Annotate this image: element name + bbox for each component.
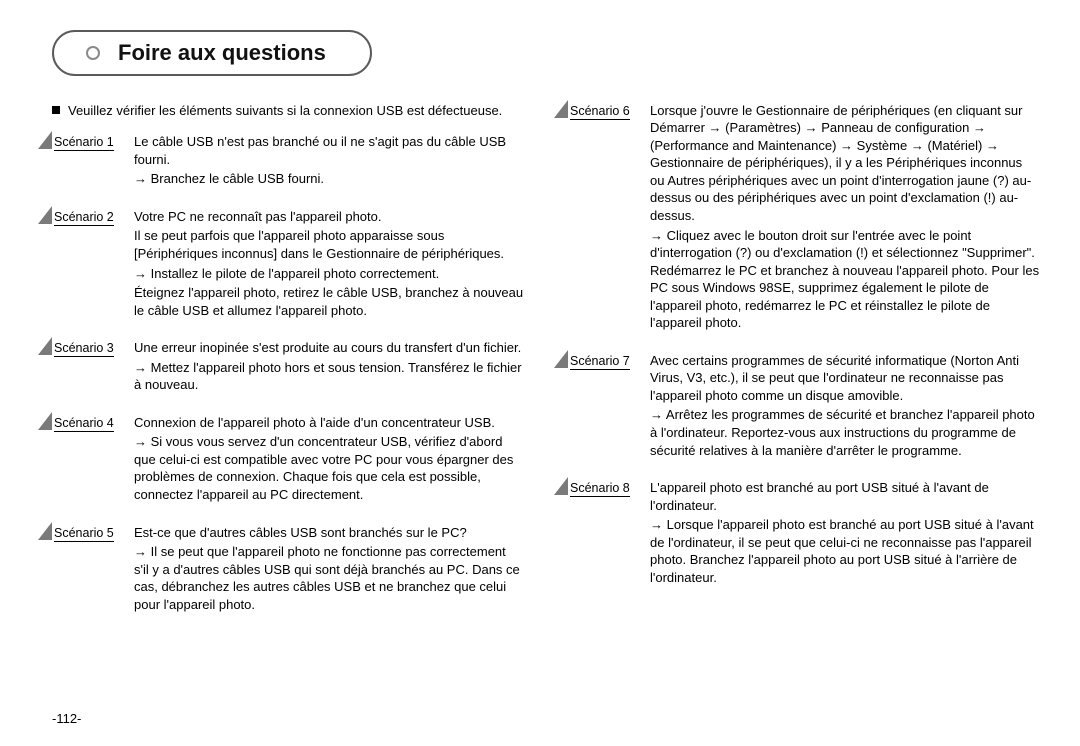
scenario-label: Scénario 8 <box>568 479 642 497</box>
scenario-line: Connexion de l'appareil photo à l'aide d… <box>134 414 524 432</box>
scenario-line: L'appareil photo est branché au port USB… <box>650 479 1040 514</box>
page-number: -112- <box>52 710 81 728</box>
scenario-line: Le câble USB n'est pas branché ou il ne … <box>134 133 524 168</box>
scenario-body: L'appareil photo est branché au port USB… <box>650 479 1040 588</box>
content-columns: Veuillez vérifier les éléments suivants … <box>52 102 1040 634</box>
scenario-label: Scénario 6 <box>568 102 642 120</box>
scenario-block: Scénario 7 Avec certains programmes de s… <box>568 352 1040 461</box>
scenario-block: Scénario 6 Lorsque j'ouvre le Gestionnai… <box>568 102 1040 334</box>
triangle-icon <box>554 477 568 495</box>
scenario-block: Scénario 1 Le câble USB n'est pas branch… <box>52 133 524 190</box>
page-title: Foire aux questions <box>118 40 326 65</box>
scenario-block: Scénario 8 L'appareil photo est branché … <box>568 479 1040 588</box>
scenario-label: Scénario 3 <box>52 339 126 357</box>
scenario-line: → Cliquez avec le bouton droit sur l'ent… <box>650 227 1040 332</box>
scenario-label: Scénario 5 <box>52 524 126 542</box>
scenario-line: → Arrêtez les programmes de sécurité et … <box>650 406 1040 459</box>
square-bullet-icon <box>52 106 60 114</box>
header-bullet-icon <box>86 46 100 60</box>
scenario-line: Lorsque j'ouvre le Gestionnaire de périp… <box>650 102 1040 225</box>
scenario-line: → Branchez le câble USB fourni. <box>134 170 524 188</box>
scenario-block: Scénario 4 Connexion de l'appareil photo… <box>52 414 524 506</box>
scenario-body: Est-ce que d'autres câbles USB sont bran… <box>134 524 524 616</box>
scenario-label: Scénario 1 <box>52 133 126 151</box>
scenario-line: Est-ce que d'autres câbles USB sont bran… <box>134 524 524 542</box>
scenario-line: → Installez le pilote de l'appareil phot… <box>134 265 524 283</box>
document-page: Foire aux questions Veuillez vérifier le… <box>0 0 1080 746</box>
scenario-block: Scénario 5 Est-ce que d'autres câbles US… <box>52 524 524 616</box>
right-column: Scénario 6 Lorsque j'ouvre le Gestionnai… <box>568 102 1040 634</box>
scenario-label: Scénario 4 <box>52 414 126 432</box>
scenario-block: Scénario 3 Une erreur inopinée s'est pro… <box>52 339 524 396</box>
scenario-line: Éteignez l'appareil photo, retirez le câ… <box>134 284 524 319</box>
scenario-body: Avec certains programmes de sécurité inf… <box>650 352 1040 461</box>
triangle-icon <box>38 412 52 430</box>
scenario-body: Le câble USB n'est pas branché ou il ne … <box>134 133 524 190</box>
scenario-line: → Si vous vous servez d'un concentrateur… <box>134 433 524 503</box>
triangle-icon <box>554 100 568 118</box>
header-tab: Foire aux questions <box>52 30 372 76</box>
triangle-icon <box>38 131 52 149</box>
scenario-line: Une erreur inopinée s'est produite au co… <box>134 339 524 357</box>
scenario-line: → Mettez l'appareil photo hors et sous t… <box>134 359 524 394</box>
scenario-label: Scénario 7 <box>568 352 642 370</box>
triangle-icon <box>554 350 568 368</box>
intro-paragraph: Veuillez vérifier les éléments suivants … <box>52 102 524 120</box>
scenario-line: Avec certains programmes de sécurité inf… <box>650 352 1040 405</box>
scenario-label: Scénario 2 <box>52 208 126 226</box>
scenario-line: → Il se peut que l'appareil photo ne fon… <box>134 543 524 613</box>
intro-text: Veuillez vérifier les éléments suivants … <box>68 103 502 118</box>
scenario-body: Lorsque j'ouvre le Gestionnaire de périp… <box>650 102 1040 334</box>
triangle-icon <box>38 522 52 540</box>
left-column: Veuillez vérifier les éléments suivants … <box>52 102 524 634</box>
scenario-body: Connexion de l'appareil photo à l'aide d… <box>134 414 524 506</box>
triangle-icon <box>38 206 52 224</box>
scenario-body: Une erreur inopinée s'est produite au co… <box>134 339 524 396</box>
scenario-body: Votre PC ne reconnaît pas l'appareil pho… <box>134 208 524 321</box>
triangle-icon <box>38 337 52 355</box>
scenario-line: Votre PC ne reconnaît pas l'appareil pho… <box>134 208 524 226</box>
scenario-block: Scénario 2 Votre PC ne reconnaît pas l'a… <box>52 208 524 321</box>
scenario-line: → Lorsque l'appareil photo est branché a… <box>650 516 1040 586</box>
scenario-line: Il se peut parfois que l'appareil photo … <box>134 227 524 262</box>
